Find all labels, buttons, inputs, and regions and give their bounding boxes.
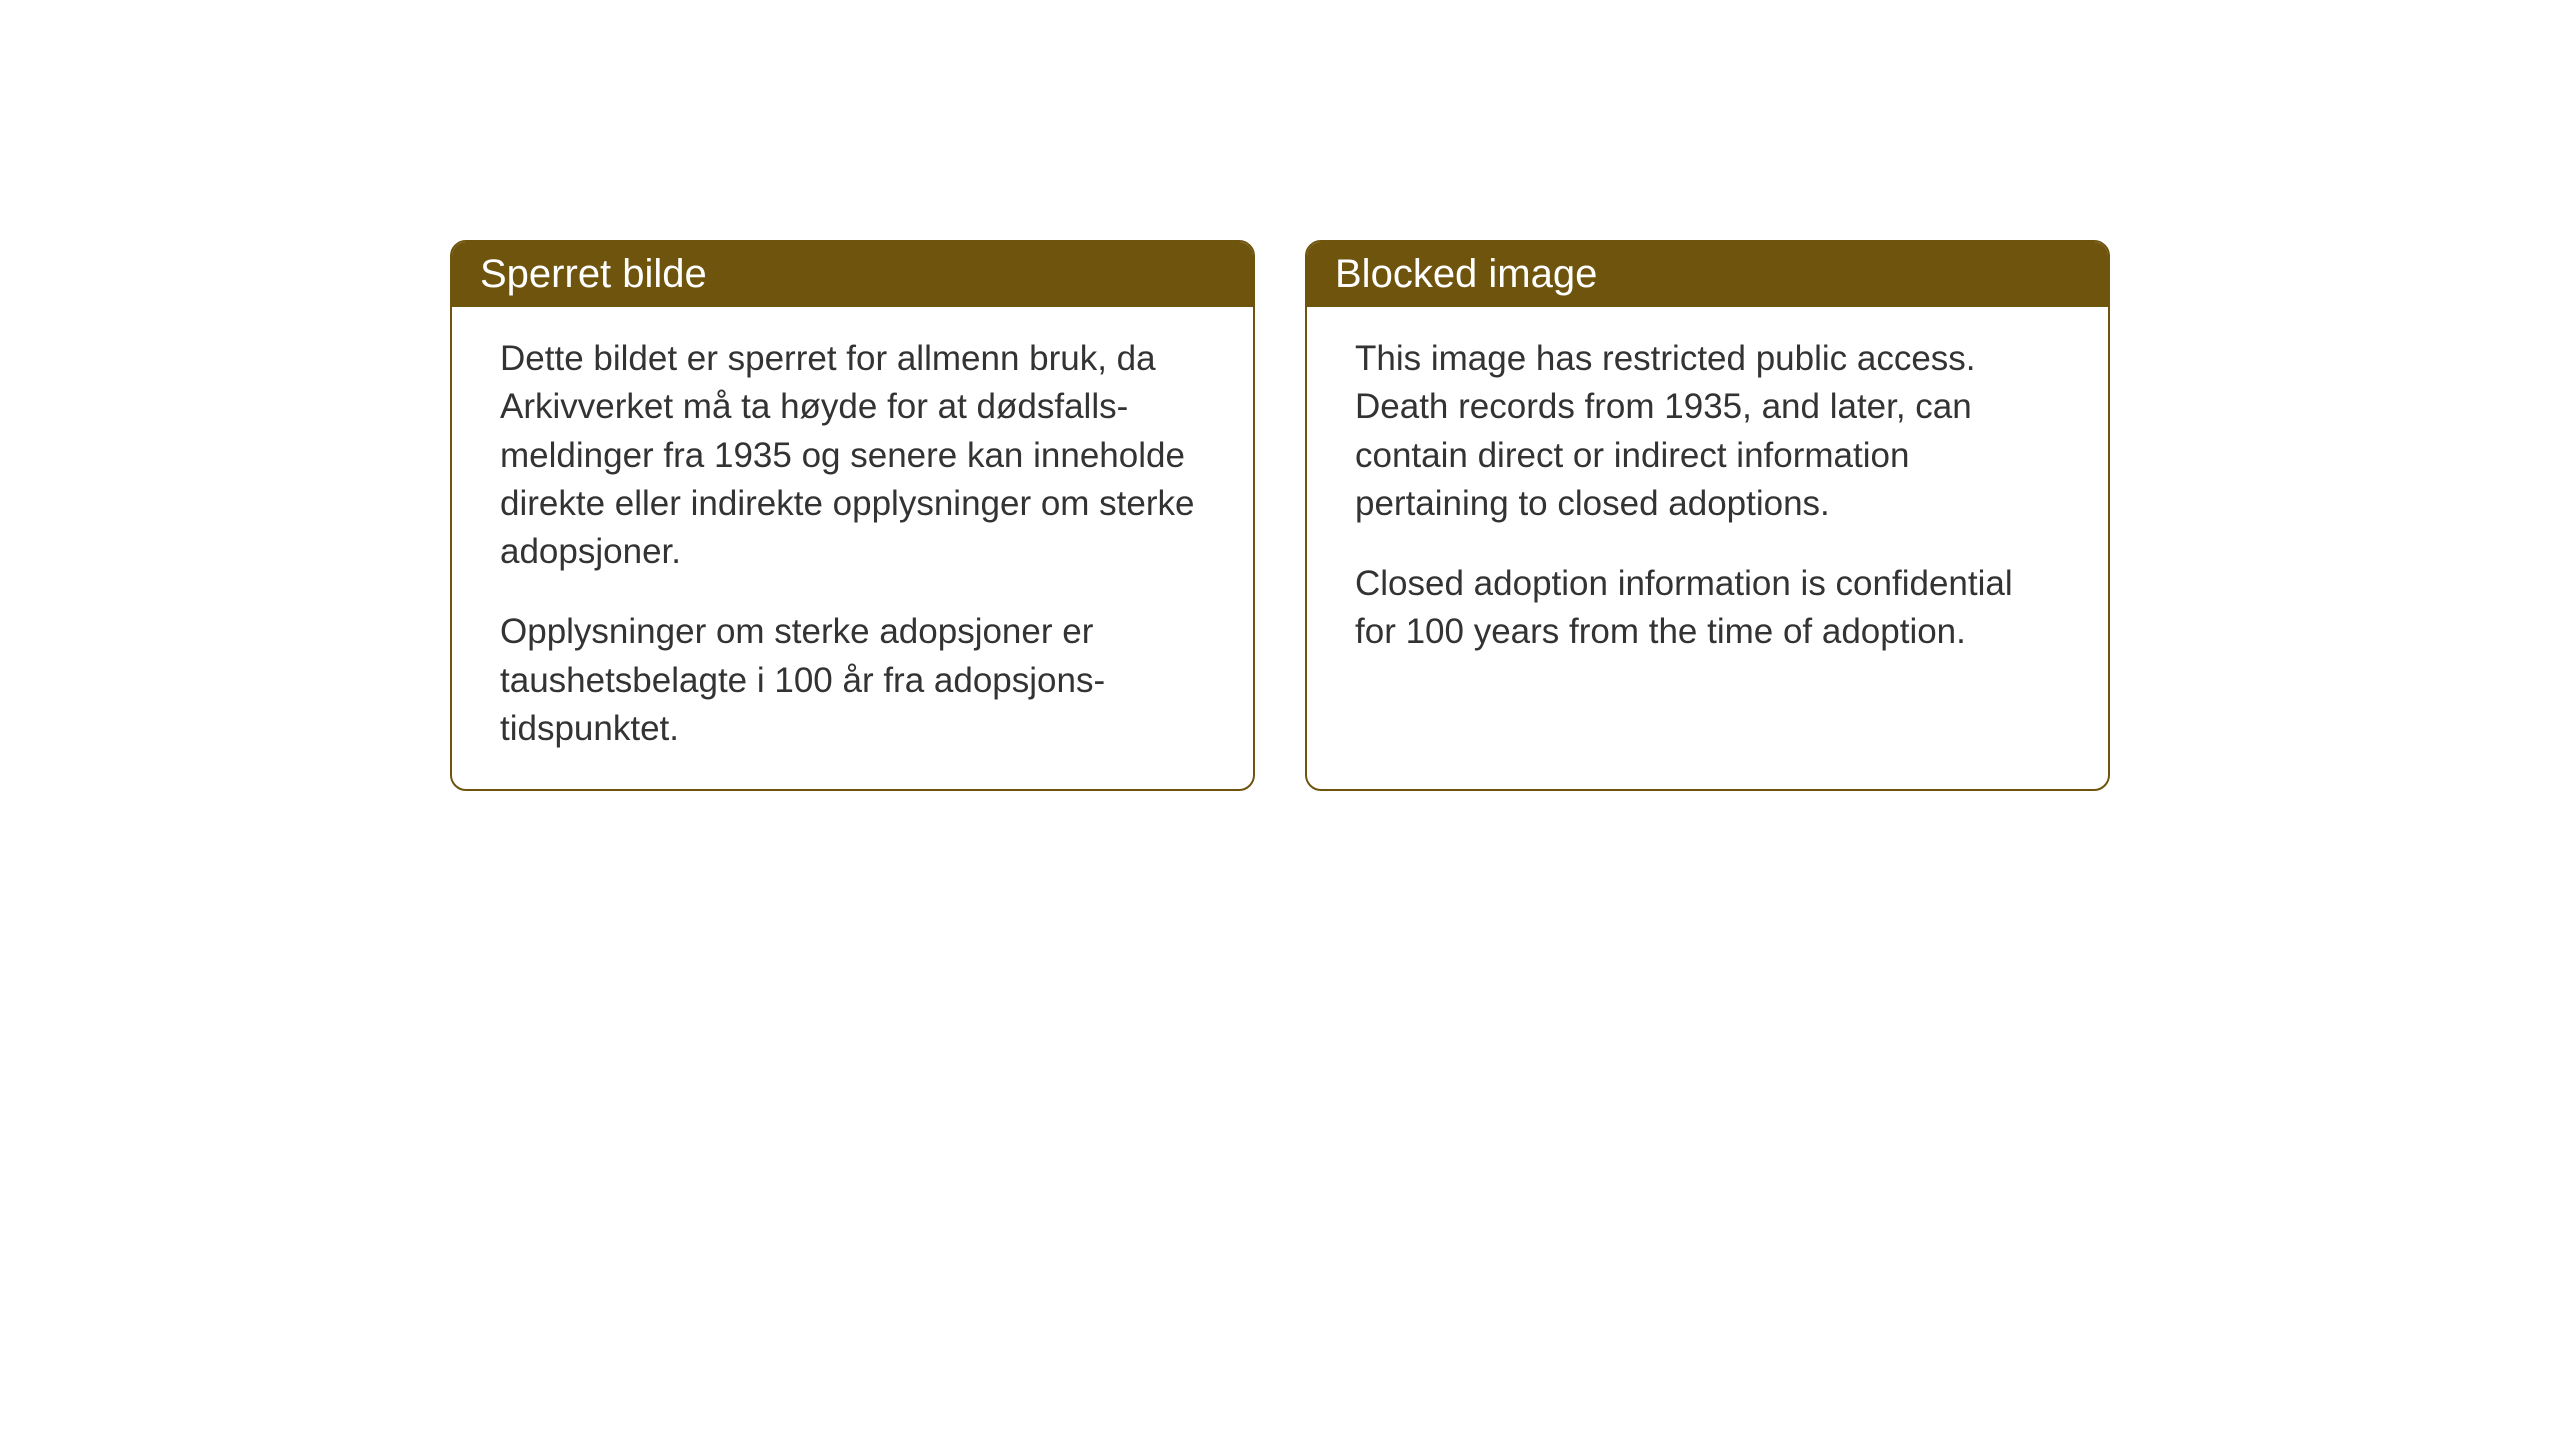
card-body-english: This image has restricted public access.… <box>1307 307 2108 757</box>
notice-card-english: Blocked image This image has restricted … <box>1305 240 2110 791</box>
card-body-norwegian: Dette bildet er sperret for allmenn bruk… <box>452 307 1253 789</box>
paragraph-norwegian-1: Dette bildet er sperret for allmenn bruk… <box>500 335 1205 576</box>
paragraph-english-2: Closed adoption information is confident… <box>1355 560 2060 657</box>
paragraph-norwegian-2: Opplysninger om sterke adopsjoner er tau… <box>500 608 1205 753</box>
card-title-norwegian: Sperret bilde <box>480 252 707 296</box>
notice-container: Sperret bilde Dette bildet er sperret fo… <box>450 240 2110 791</box>
card-header-english: Blocked image <box>1307 242 2108 307</box>
card-header-norwegian: Sperret bilde <box>452 242 1253 307</box>
notice-card-norwegian: Sperret bilde Dette bildet er sperret fo… <box>450 240 1255 791</box>
paragraph-english-1: This image has restricted public access.… <box>1355 335 2060 528</box>
card-title-english: Blocked image <box>1335 252 1597 296</box>
